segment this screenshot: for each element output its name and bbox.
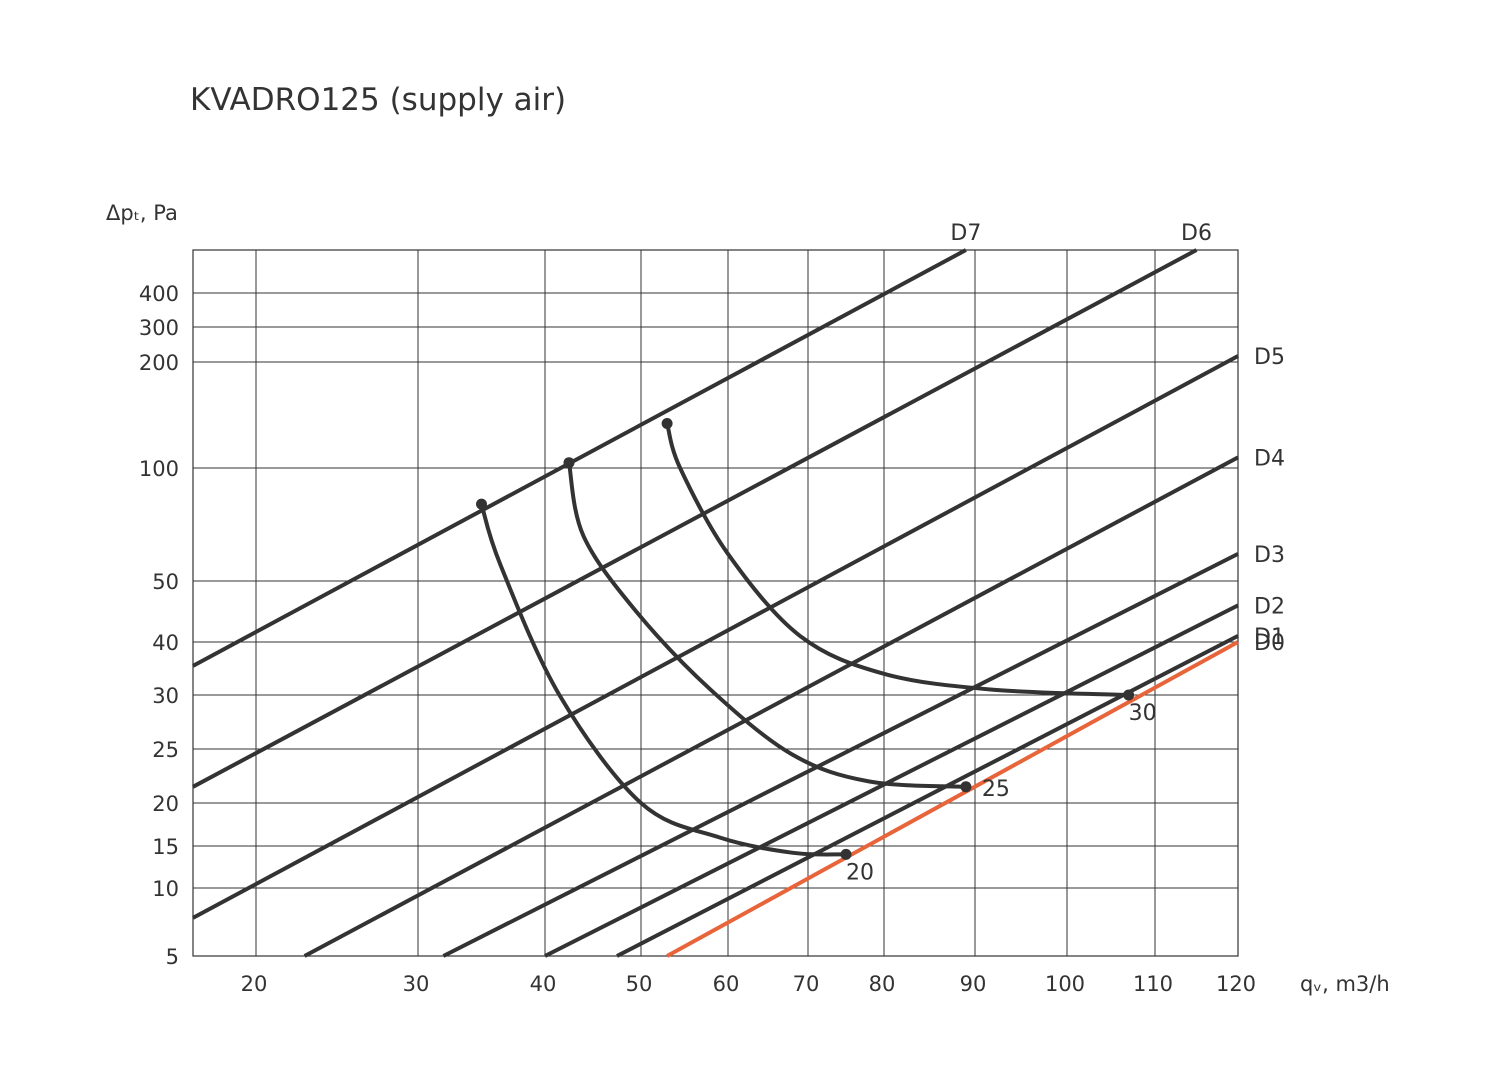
- y-tick-30: 30: [152, 684, 179, 708]
- curve-marker-1: [476, 498, 487, 510]
- y-tick-20: 20: [152, 792, 179, 816]
- curve-label-20: 20: [846, 860, 874, 885]
- curve-20: [479, 502, 848, 857]
- y-axis-ticks: 5 10 15 20 25 30 40 50 100 200 300 400: [139, 282, 179, 969]
- y-tick-50: 50: [152, 570, 179, 594]
- y-tick-300: 300: [139, 316, 179, 340]
- y-tick-15: 15: [152, 835, 179, 859]
- y-axis-label: Δpₜ, Pa: [106, 201, 178, 225]
- curve-label-25: 25: [982, 777, 1010, 802]
- curve-25: [567, 460, 968, 789]
- series-line-d0: [666, 640, 1239, 958]
- series-label-d6: D6: [1181, 221, 1212, 246]
- x-axis-label: qᵥ, m3/h: [1300, 972, 1390, 996]
- x-tick-120: 120: [1216, 972, 1256, 996]
- grid: [193, 250, 1239, 957]
- y-tick-10: 10: [152, 877, 179, 901]
- x-tick-90: 90: [960, 972, 987, 996]
- y-tick-5: 5: [166, 945, 179, 969]
- x-tick-30: 30: [403, 972, 430, 996]
- curve-marker-6: [1123, 689, 1135, 701]
- series-label-d5: D5: [1254, 345, 1285, 370]
- curve-label-30: 30: [1129, 701, 1157, 726]
- series-line-d2: [544, 603, 1239, 958]
- series-line-d4: [303, 455, 1239, 958]
- curve-30: [665, 421, 1131, 697]
- series-label-d4: D4: [1254, 446, 1285, 471]
- y-tick-400: 400: [139, 282, 179, 306]
- series-line-d7: [192, 248, 967, 668]
- series-label-d3: D3: [1254, 543, 1285, 568]
- series-line-d1: [616, 634, 1239, 958]
- y-tick-40: 40: [152, 631, 179, 655]
- x-tick-20: 20: [241, 972, 268, 996]
- series-line-d5: [192, 354, 1239, 920]
- x-tick-110: 110: [1133, 972, 1173, 996]
- x-tick-70: 70: [793, 972, 820, 996]
- curve-marker-5: [960, 781, 972, 793]
- series-label-d0: D0: [1254, 631, 1285, 656]
- series-line-d3: [442, 552, 1239, 958]
- x-axis-ticks: 20 30 40 50 60 70 80 90 100 110 120: [241, 972, 1256, 996]
- x-tick-80: 80: [869, 972, 896, 996]
- x-tick-50: 50: [626, 972, 653, 996]
- chart-title: KVADRO125 (supply air): [190, 82, 566, 118]
- series-line-d6: [192, 248, 1198, 789]
- x-tick-100: 100: [1045, 972, 1085, 996]
- curve-markers: [476, 417, 1135, 860]
- x-tick-60: 60: [713, 972, 740, 996]
- series-label-d1: D1: [1254, 625, 1285, 650]
- x-tick-40: 40: [530, 972, 557, 996]
- performance-curves: 20 25 30: [479, 421, 1157, 885]
- y-tick-200: 200: [139, 351, 179, 375]
- curve-marker-2: [563, 457, 575, 469]
- y-tick-25: 25: [152, 738, 179, 762]
- series-label-d2: D2: [1254, 594, 1285, 619]
- curve-marker-4: [840, 848, 852, 860]
- plot-frame: [192, 249, 1239, 957]
- series-label-d7: D7: [950, 221, 981, 246]
- curve-marker-3: [661, 417, 673, 429]
- y-tick-100: 100: [139, 457, 179, 481]
